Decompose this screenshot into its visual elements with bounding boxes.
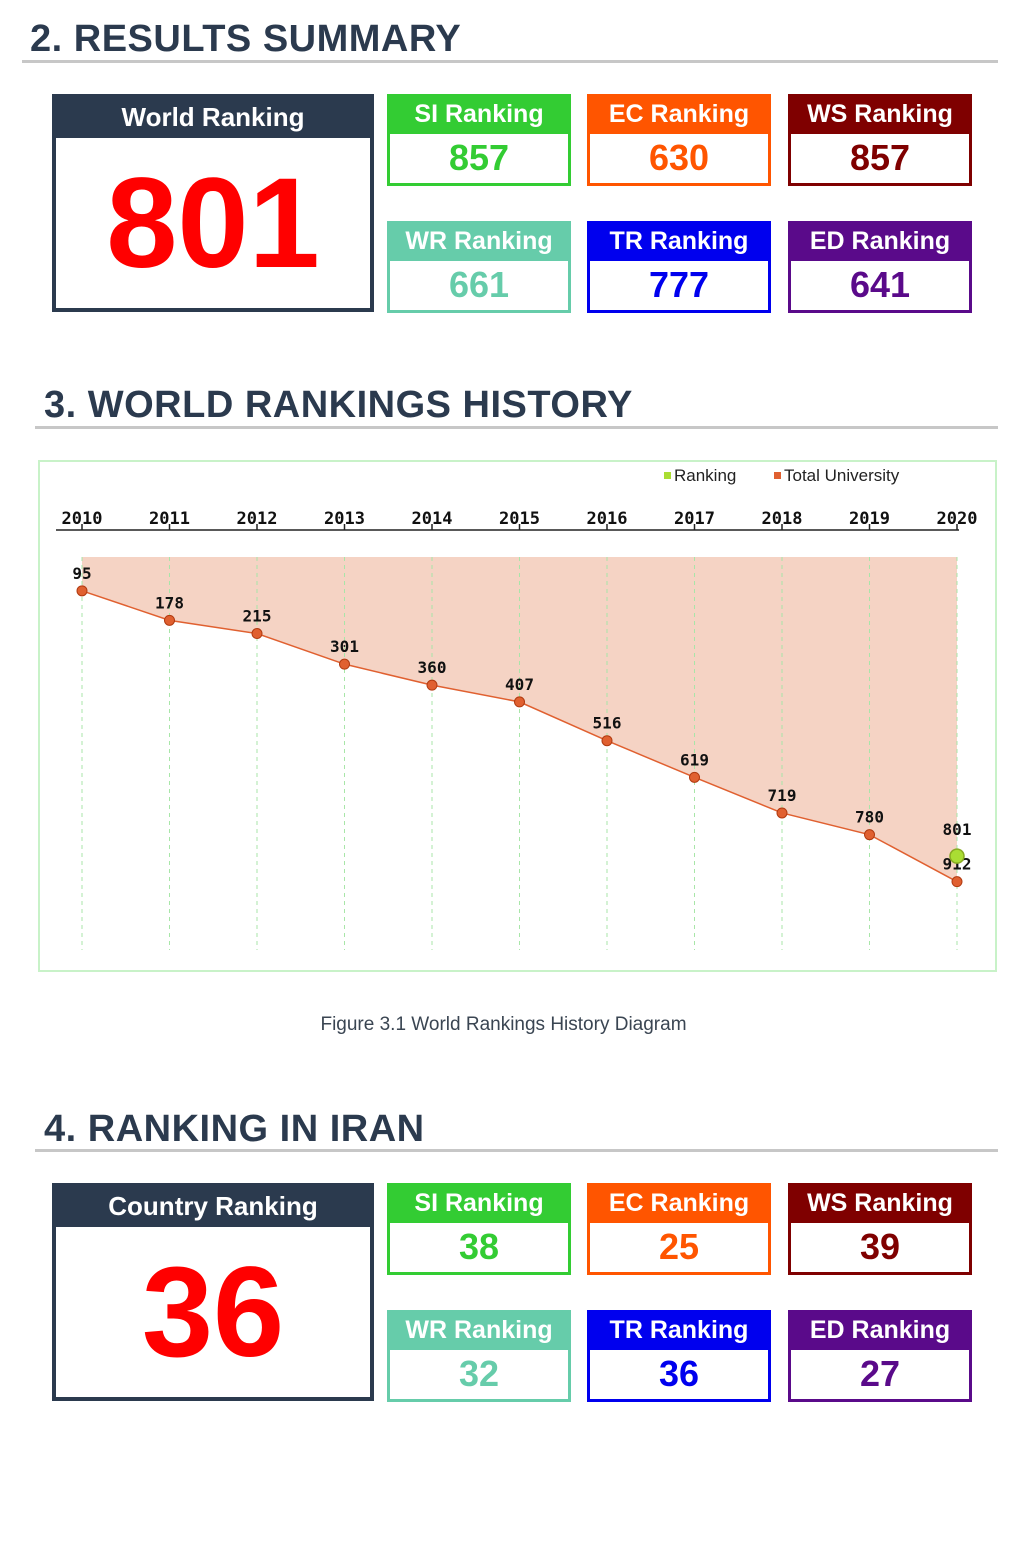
total-university-point bbox=[601, 735, 613, 747]
tr-ranking-value: 777 bbox=[648, 264, 710, 305]
total-university-point bbox=[689, 771, 700, 783]
total-university-data-label: 95 bbox=[72, 564, 91, 583]
total-university-point bbox=[951, 876, 963, 888]
ed-ranking-value: 27 bbox=[859, 1353, 901, 1394]
x-tick-label: 2015 bbox=[499, 509, 540, 529]
x-tick-label: 2016 bbox=[587, 509, 628, 529]
x-tick-label: 2019 bbox=[849, 509, 890, 529]
total-university-point bbox=[164, 614, 175, 626]
total-university-data-label: 780 bbox=[855, 808, 884, 827]
iran-ec-card: EC Ranking 25 bbox=[587, 1183, 771, 1275]
total-university-data-label: 516 bbox=[593, 714, 622, 733]
world-ed-card: ED Ranking 641 bbox=[788, 221, 972, 313]
section-divider bbox=[35, 1149, 998, 1152]
legend-swatch bbox=[664, 472, 671, 479]
history-title: 3. WORLD RANKINGS HISTORY bbox=[44, 384, 633, 426]
total-university-data-label: 407 bbox=[505, 675, 534, 694]
total-university-area bbox=[82, 557, 957, 882]
world-tr-card: TR Ranking 777 bbox=[587, 221, 771, 313]
ws-ranking-value: 857 bbox=[849, 137, 911, 178]
x-tick-label: 2012 bbox=[237, 509, 278, 529]
total-university-data-label: 301 bbox=[330, 637, 359, 656]
iran-wr-card: WR Ranking 32 bbox=[387, 1310, 571, 1402]
wr-ranking-value: 661 bbox=[448, 264, 510, 305]
total-university-data-label: 912 bbox=[943, 855, 972, 874]
results-summary-title: 2. RESULTS SUMMARY bbox=[30, 18, 462, 60]
x-tick-label: 2017 bbox=[674, 509, 715, 529]
country-ranking-label: Country Ranking bbox=[56, 1187, 370, 1227]
iran-ed-card: ED Ranking 27 bbox=[788, 1310, 972, 1402]
country-ranking-value: 36 bbox=[141, 1241, 285, 1384]
total-university-data-label: 178 bbox=[155, 593, 184, 612]
total-university-point bbox=[776, 807, 788, 819]
tr-ranking-label: TR Ranking bbox=[587, 1310, 771, 1350]
iran-title: 4. RANKING IN IRAN bbox=[44, 1108, 425, 1150]
ws-ranking-value: 39 bbox=[859, 1226, 901, 1267]
total-university-point bbox=[864, 829, 875, 841]
ec-ranking-value: 25 bbox=[658, 1226, 700, 1267]
total-university-point bbox=[426, 679, 438, 691]
total-university-data-label: 719 bbox=[768, 786, 797, 805]
total-university-point bbox=[514, 696, 525, 708]
ws-ranking-label: WS Ranking bbox=[788, 94, 972, 134]
total-university-data-label: 215 bbox=[243, 607, 272, 626]
ed-ranking-label: ED Ranking bbox=[788, 1310, 972, 1350]
country-ranking-card: Country Ranking 36 bbox=[52, 1183, 374, 1401]
world-ranking-label: World Ranking bbox=[56, 98, 370, 138]
iran-si-card: SI Ranking 38 bbox=[387, 1183, 571, 1275]
iran-tr-card: TR Ranking 36 bbox=[587, 1310, 771, 1402]
si-ranking-label: SI Ranking bbox=[387, 94, 571, 134]
section-divider bbox=[35, 426, 998, 429]
tr-ranking-label: TR Ranking bbox=[587, 221, 771, 261]
world-ranking-card: World Ranking 801 bbox=[52, 94, 374, 312]
si-ranking-label: SI Ranking bbox=[387, 1183, 571, 1223]
rankings-history-svg: 2010 2011 2012 2013 2014 2015 2016 2017 2018 2019… bbox=[56, 466, 978, 950]
world-ec-card: EC Ranking 630 bbox=[587, 94, 771, 186]
total-university-point bbox=[339, 658, 350, 670]
total-university-point bbox=[76, 585, 88, 597]
ec-ranking-label: EC Ranking bbox=[587, 1183, 771, 1223]
si-ranking-value: 38 bbox=[458, 1226, 500, 1267]
ed-ranking-value: 641 bbox=[849, 264, 911, 305]
world-ws-card: WS Ranking 857 bbox=[788, 94, 972, 186]
legend-label: Ranking bbox=[674, 466, 736, 485]
x-tick-label: 2011 bbox=[149, 509, 190, 529]
ec-ranking-label: EC Ranking bbox=[587, 94, 771, 134]
x-tick-label: 2013 bbox=[324, 509, 365, 529]
x-tick-label: 2014 bbox=[412, 509, 453, 529]
iran-ws-card: WS Ranking 39 bbox=[788, 1183, 972, 1275]
ws-ranking-label: WS Ranking bbox=[788, 1183, 972, 1223]
ed-ranking-label: ED Ranking bbox=[788, 221, 972, 261]
section-divider bbox=[22, 60, 998, 63]
total-university-data-label: 619 bbox=[680, 750, 709, 769]
legend-swatch bbox=[774, 472, 781, 479]
world-wr-card: WR Ranking 661 bbox=[387, 221, 571, 313]
x-tick-label: 2018 bbox=[762, 509, 803, 529]
rankings-history-chart: 2010 2011 2012 2013 2014 2015 2016 2017 2018 2019… bbox=[38, 460, 997, 972]
total-university-data-label: 360 bbox=[418, 658, 447, 677]
ranking-data-label: 801 bbox=[943, 820, 972, 839]
ranking-point bbox=[949, 848, 965, 864]
wr-ranking-label: WR Ranking bbox=[387, 221, 571, 261]
x-tick-label: 2020 bbox=[937, 509, 978, 529]
world-ranking-value: 801 bbox=[106, 152, 320, 295]
legend-label: Total University bbox=[784, 466, 900, 485]
world-si-card: SI Ranking 857 bbox=[387, 94, 571, 186]
wr-ranking-label: WR Ranking bbox=[387, 1310, 571, 1350]
total-university-point bbox=[251, 628, 263, 640]
ec-ranking-value: 630 bbox=[648, 137, 710, 178]
wr-ranking-value: 32 bbox=[458, 1353, 500, 1394]
tr-ranking-value: 36 bbox=[658, 1353, 700, 1394]
si-ranking-value: 857 bbox=[448, 137, 510, 178]
figure-caption: Figure 3.1 World Rankings History Diagra… bbox=[320, 1014, 687, 1035]
x-tick-label: 2010 bbox=[62, 509, 103, 529]
